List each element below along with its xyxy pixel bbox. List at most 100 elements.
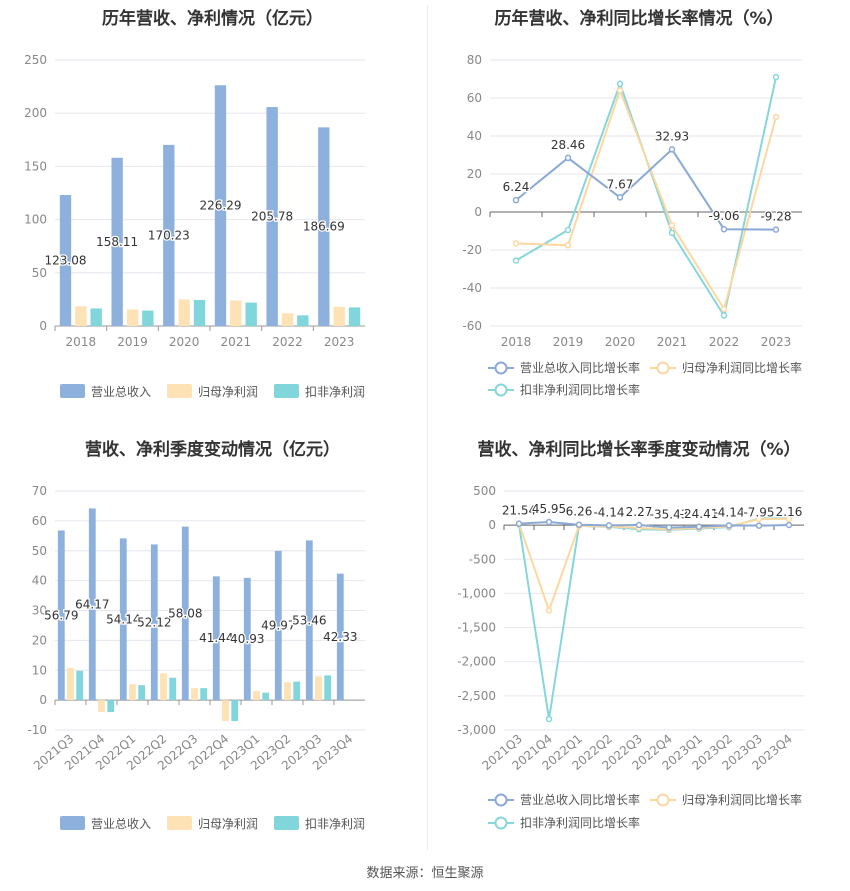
y-tick-label: -500	[469, 552, 496, 566]
data-label: 53.46	[292, 613, 326, 627]
y-tick-label: 40	[467, 129, 482, 143]
bar	[284, 682, 291, 701]
data-point	[616, 194, 624, 201]
legend-swatch	[60, 816, 85, 830]
bar	[193, 299, 206, 326]
y-tick-label: -20	[462, 243, 482, 257]
data-label: 170.23	[148, 228, 190, 242]
bar	[181, 526, 189, 701]
y-tick-label: 20	[467, 167, 482, 181]
x-tick-label: 2022	[709, 335, 740, 349]
legend-label: 营业总收入同比增长率	[520, 360, 640, 375]
bar	[98, 700, 105, 713]
data-point	[665, 524, 673, 531]
x-tick-label: 2019	[117, 335, 148, 349]
data-point	[515, 520, 523, 527]
series-line	[515, 76, 777, 319]
bar	[348, 307, 361, 326]
y-tick-label: 70	[32, 484, 47, 498]
data-label: 42.33	[323, 630, 357, 644]
data-point	[668, 146, 676, 153]
bar	[160, 673, 167, 701]
chart-title: 历年营收、净利同比增长率情况（%）	[494, 9, 784, 29]
y-tick-label: 10	[32, 663, 47, 677]
bar	[59, 195, 72, 326]
bar	[57, 530, 65, 701]
x-tick-label: 2023	[324, 335, 355, 349]
series-line	[518, 517, 789, 720]
legend-label: 扣非净利润同比增长率	[520, 382, 640, 397]
y-tick-label: 50	[32, 544, 47, 558]
bar	[126, 309, 139, 326]
y-tick-label: -3,000	[457, 723, 496, 737]
y-tick-label: 30	[32, 604, 47, 618]
data-label: 226.29	[199, 199, 241, 213]
data-label: -9.28	[760, 210, 791, 224]
quarterly-bar-chart-panel: 营收、净利季度变动情况（亿元） -10 0 10 20 30 40 50 60 70 2021Q3…	[0, 425, 425, 855]
data-label: 52.12	[137, 615, 171, 629]
legend-swatch	[274, 816, 299, 830]
data-point	[564, 226, 572, 234]
legend-swatch	[167, 384, 192, 398]
data-point	[564, 154, 572, 162]
y-tick-label: 50	[32, 266, 47, 280]
data-point	[725, 522, 733, 529]
legend-marker	[494, 793, 508, 807]
data-label: 21.54	[502, 504, 536, 518]
data-label: 41.44	[199, 631, 233, 645]
y-tick-label: -10	[27, 723, 47, 737]
y-tick-label: 150	[24, 159, 47, 173]
bar	[318, 127, 330, 326]
annual-bar-chart-panel: 历年营收、净利情况（亿元） 0 50 100 150 200 250 2018 123.08 2…	[0, 0, 425, 420]
bar	[253, 691, 260, 701]
legend-label: 营业总收入	[91, 817, 151, 831]
bar	[88, 508, 96, 701]
data-label: 2.16	[776, 505, 803, 519]
y-tick-label: 40	[32, 574, 47, 588]
y-tick-label: 0	[39, 319, 47, 333]
quarterly-growth-line-chart: -3,000-2,500-2,000-1,500-1,000-500050020…	[457, 484, 804, 830]
bar	[293, 681, 301, 701]
bar	[262, 692, 270, 701]
bar	[297, 315, 309, 326]
data-label: 28.46	[551, 138, 585, 152]
y-tick-label: 100	[24, 213, 47, 227]
bar	[305, 540, 313, 701]
data-point	[720, 305, 728, 313]
data-label: 205.78	[251, 210, 293, 224]
data-label: -7.95	[743, 506, 774, 520]
data-point	[605, 522, 613, 529]
data-point	[545, 607, 553, 614]
y-tick-label: 0	[474, 205, 482, 219]
x-tick-label: 2023	[761, 335, 792, 349]
data-point	[785, 515, 793, 523]
bar	[163, 144, 175, 326]
y-tick-label: 500	[473, 484, 496, 498]
data-label: 56.79	[44, 608, 78, 622]
data-point	[668, 222, 676, 229]
y-tick-label: -2,500	[457, 689, 496, 703]
data-label: 64.17	[75, 597, 109, 611]
bar	[281, 313, 294, 326]
bar	[129, 684, 136, 701]
data-point	[720, 225, 728, 233]
y-tick-label: -60	[462, 319, 482, 333]
y-tick-label: -1,000	[457, 586, 496, 600]
bar	[315, 676, 322, 701]
data-point	[512, 240, 520, 247]
legend-label: 归母净利润同比增长率	[682, 792, 802, 807]
annual-bar-chart: 0 50 100 150 200 250 2018 123.08 2019 158.11 2020 1…	[24, 53, 365, 399]
x-tick-label: 2021	[221, 335, 252, 349]
data-point	[785, 521, 793, 529]
data-point	[720, 312, 728, 319]
bar	[169, 677, 177, 701]
data-point	[695, 523, 703, 531]
legend-label: 营业总收入	[91, 385, 151, 399]
bar	[222, 700, 229, 722]
x-tick-label: 2018	[66, 335, 97, 349]
x-tick-label: 2019	[553, 335, 584, 349]
y-tick-label: -1,500	[457, 621, 496, 635]
y-tick-label: 250	[24, 53, 47, 67]
data-label: -35.43	[650, 508, 689, 522]
data-label: 7.67	[607, 177, 634, 191]
